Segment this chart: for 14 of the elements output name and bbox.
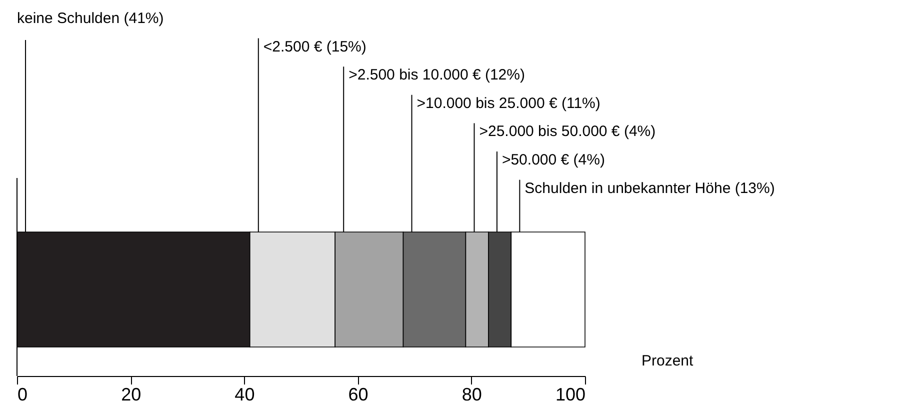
text: keine Schulden (41%) xyxy=(17,10,164,27)
text: >2.500 bis 10.000 € (12%) xyxy=(348,66,525,84)
x-axis-title: Prozent xyxy=(642,352,694,370)
x-tick-label: 20 xyxy=(121,384,142,404)
x-tick-label: 0 xyxy=(18,384,28,404)
x-tick-label: 60 xyxy=(348,384,368,404)
text: >10.000 bis 25.000 € (11%) xyxy=(416,94,600,112)
text: >25.000 bis 50.000 € (4%) xyxy=(479,123,656,140)
text: <2.500 € (15%) xyxy=(263,38,366,56)
x-tick-label: 80 xyxy=(462,384,482,404)
text: Schulden in unbekannter Höhe (13%) xyxy=(524,180,775,197)
x-tick-label: 100 xyxy=(555,384,586,404)
text: >50.000 € (4%) xyxy=(502,152,605,168)
x-tick-label: 40 xyxy=(234,384,255,404)
